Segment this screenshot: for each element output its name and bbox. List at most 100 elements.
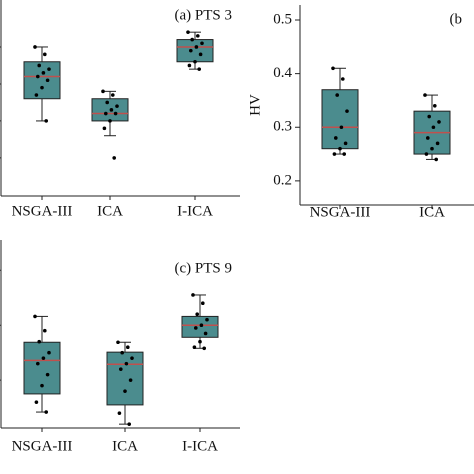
x-tick-label: ICA <box>97 203 123 219</box>
data-point <box>33 314 37 319</box>
data-point <box>111 93 115 97</box>
data-point <box>126 345 130 349</box>
data-point <box>435 141 440 146</box>
data-point <box>109 108 114 112</box>
data-point <box>34 93 39 97</box>
box <box>321 89 359 150</box>
data-point <box>201 301 205 306</box>
data-point <box>45 372 50 377</box>
x-tick-label: ICA <box>112 438 138 454</box>
chart-title: (b <box>450 11 463 27</box>
data-point <box>198 52 203 57</box>
data-point <box>345 109 349 113</box>
data-point <box>190 37 194 42</box>
data-point <box>427 114 432 119</box>
data-point <box>433 104 437 108</box>
data-point <box>44 410 48 414</box>
data-point <box>193 59 197 64</box>
data-point <box>192 345 197 349</box>
data-point <box>203 331 208 336</box>
data-point <box>187 63 192 68</box>
box <box>176 39 214 63</box>
data-point <box>115 104 119 108</box>
data-point <box>198 339 202 344</box>
data-point <box>205 317 209 322</box>
box <box>181 315 219 338</box>
data-point <box>196 34 200 38</box>
data-point <box>191 293 195 297</box>
y-tick-label: 0.5 <box>273 11 292 27</box>
data-point <box>105 100 109 105</box>
data-point <box>186 30 190 34</box>
data-point <box>338 146 342 151</box>
data-point <box>202 346 206 351</box>
y-tick-label: 0.3 <box>273 119 292 135</box>
data-point <box>194 45 199 49</box>
y-axis-label: HV <box>247 94 263 116</box>
data-point <box>108 119 112 123</box>
data-point <box>424 152 429 156</box>
data-point <box>47 67 51 71</box>
data-point <box>34 400 39 404</box>
x-tick-label: NSGA-III <box>12 438 73 454</box>
data-point <box>104 111 108 116</box>
data-point <box>40 383 44 388</box>
data-point <box>36 74 40 79</box>
data-point <box>36 361 40 366</box>
data-point <box>339 125 344 130</box>
data-point <box>128 378 133 382</box>
y-tick-label: 0.2 <box>273 172 292 188</box>
y-tick-label: 0.4 <box>273 65 292 81</box>
data-point <box>343 141 348 146</box>
data-point <box>341 77 345 81</box>
x-tick-label: NSGA-III <box>310 204 371 220</box>
data-point <box>120 350 124 355</box>
x-tick-label: I-ICA <box>182 438 218 454</box>
data-point <box>43 52 47 57</box>
data-point <box>430 146 434 151</box>
data-point <box>130 356 134 360</box>
data-point <box>423 93 427 97</box>
data-point <box>113 111 118 116</box>
data-point <box>189 48 193 53</box>
data-point <box>112 156 116 160</box>
data-point <box>47 350 51 355</box>
box <box>106 351 144 406</box>
data-point <box>37 63 41 68</box>
x-tick-label: I-ICA <box>177 203 213 219</box>
data-point <box>195 312 199 317</box>
data-point <box>45 78 50 83</box>
data-point <box>124 361 129 366</box>
data-point <box>119 367 123 371</box>
data-point <box>41 356 46 360</box>
data-point <box>434 157 439 162</box>
data-point <box>334 136 338 140</box>
data-point <box>43 328 47 333</box>
data-point <box>437 120 441 124</box>
data-point <box>33 45 37 49</box>
data-point <box>102 126 107 131</box>
box <box>23 61 61 100</box>
data-point <box>37 339 41 344</box>
data-point <box>123 389 127 393</box>
data-point <box>335 93 340 97</box>
data-point <box>117 411 122 415</box>
chart-title: (c) PTS 9 <box>175 260 233 276</box>
data-point <box>194 326 198 330</box>
data-point <box>116 340 120 345</box>
data-point <box>331 66 335 71</box>
x-tick-label: NSGA-III <box>12 203 73 219</box>
data-point <box>342 152 347 156</box>
data-point <box>44 119 48 123</box>
data-point <box>127 422 131 426</box>
data-point <box>101 89 105 94</box>
data-point <box>431 125 436 130</box>
data-point <box>41 71 46 75</box>
x-tick-label: ICA <box>419 204 445 220</box>
data-point <box>199 323 204 328</box>
data-point <box>426 136 430 140</box>
data-point <box>200 41 204 46</box>
data-point <box>197 67 201 71</box>
data-point <box>332 152 337 156</box>
